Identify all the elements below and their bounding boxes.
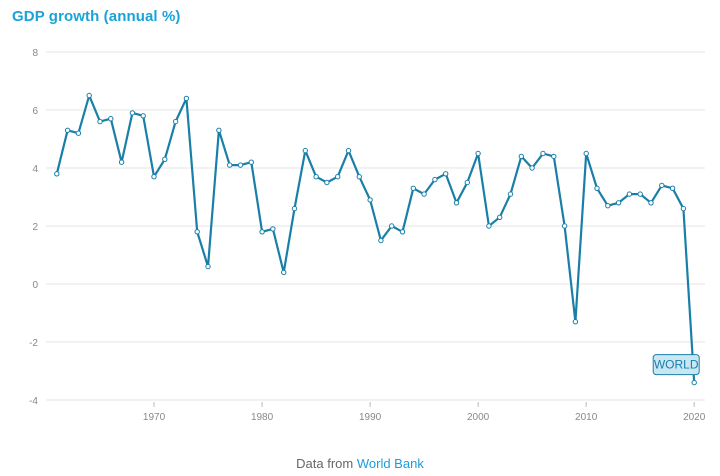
data-point[interactable] (444, 172, 448, 176)
data-points (55, 93, 697, 385)
data-point[interactable] (562, 224, 566, 228)
data-point[interactable] (249, 160, 253, 164)
data-point[interactable] (498, 215, 502, 219)
data-point[interactable] (606, 204, 610, 208)
data-point[interactable] (584, 151, 588, 155)
data-point[interactable] (368, 198, 372, 202)
data-point[interactable] (238, 163, 242, 167)
data-point[interactable] (541, 151, 545, 155)
data-point[interactable] (357, 175, 361, 179)
data-point[interactable] (595, 186, 599, 190)
data-point[interactable] (649, 201, 653, 205)
data-point[interactable] (346, 148, 350, 152)
data-point[interactable] (98, 119, 102, 123)
y-tick-label: 4 (32, 164, 38, 175)
data-point[interactable] (616, 201, 620, 205)
x-tick-label: 2000 (467, 412, 490, 423)
data-point[interactable] (282, 270, 286, 274)
data-point[interactable] (573, 320, 577, 324)
series-line-world (57, 96, 694, 383)
data-point[interactable] (411, 186, 415, 190)
y-tick-label: 6 (32, 106, 38, 117)
data-point[interactable] (55, 172, 59, 176)
world-bank-link[interactable]: World Bank (357, 456, 424, 471)
data-point[interactable] (454, 201, 458, 205)
x-tick-label: 1980 (251, 412, 274, 423)
data-point[interactable] (660, 183, 664, 187)
data-point[interactable] (400, 230, 404, 234)
data-point[interactable] (173, 119, 177, 123)
y-tick-label: 2 (32, 222, 38, 233)
data-point[interactable] (65, 128, 69, 132)
data-point[interactable] (465, 180, 469, 184)
footer-prefix: Data from (296, 456, 353, 471)
data-point[interactable] (476, 151, 480, 155)
x-axis-ticks: 1970 1980 1990 2000 2010 2020 (143, 402, 706, 423)
data-point[interactable] (692, 380, 696, 384)
data-point[interactable] (76, 131, 80, 135)
data-point[interactable] (206, 264, 210, 268)
y-tick-label: 8 (32, 48, 38, 59)
data-point[interactable] (184, 96, 188, 100)
data-point[interactable] (508, 192, 512, 196)
series-label-text: WORLD (654, 358, 699, 372)
series-label-world[interactable]: WORLD (653, 355, 699, 375)
data-point[interactable] (314, 175, 318, 179)
data-point[interactable] (217, 128, 221, 132)
data-point[interactable] (228, 163, 232, 167)
data-point[interactable] (119, 160, 123, 164)
data-point[interactable] (292, 206, 296, 210)
data-point[interactable] (130, 111, 134, 115)
data-point[interactable] (422, 192, 426, 196)
data-point[interactable] (519, 154, 523, 158)
data-point[interactable] (487, 224, 491, 228)
data-point[interactable] (109, 117, 113, 121)
data-point[interactable] (163, 157, 167, 161)
data-point[interactable] (627, 192, 631, 196)
data-point[interactable] (379, 238, 383, 242)
data-point[interactable] (152, 175, 156, 179)
line-chart: -4 -2 0 2 4 6 8 1970 1980 1990 2000 2010 2020 WORLD (0, 0, 720, 476)
data-point[interactable] (670, 186, 674, 190)
data-point[interactable] (638, 192, 642, 196)
data-point[interactable] (141, 114, 145, 118)
data-point[interactable] (336, 175, 340, 179)
x-tick-label: 1970 (143, 412, 166, 423)
data-point[interactable] (433, 177, 437, 181)
footer: Data from World Bank (0, 456, 720, 471)
data-point[interactable] (390, 224, 394, 228)
x-tick-label: 1990 (359, 412, 382, 423)
x-tick-label: 2010 (575, 412, 598, 423)
y-tick-label: -2 (29, 338, 38, 349)
y-tick-label: 0 (32, 280, 38, 291)
data-point[interactable] (271, 227, 275, 231)
data-point[interactable] (681, 206, 685, 210)
data-point[interactable] (552, 154, 556, 158)
data-point[interactable] (87, 93, 91, 97)
data-point[interactable] (325, 180, 329, 184)
x-tick-label: 2020 (683, 412, 706, 423)
y-tick-label: -4 (29, 396, 38, 407)
y-axis-ticks: -4 -2 0 2 4 6 8 (29, 48, 38, 407)
data-point[interactable] (195, 230, 199, 234)
data-point[interactable] (303, 148, 307, 152)
data-point[interactable] (530, 166, 534, 170)
grid-lines (46, 52, 705, 400)
data-point[interactable] (260, 230, 264, 234)
